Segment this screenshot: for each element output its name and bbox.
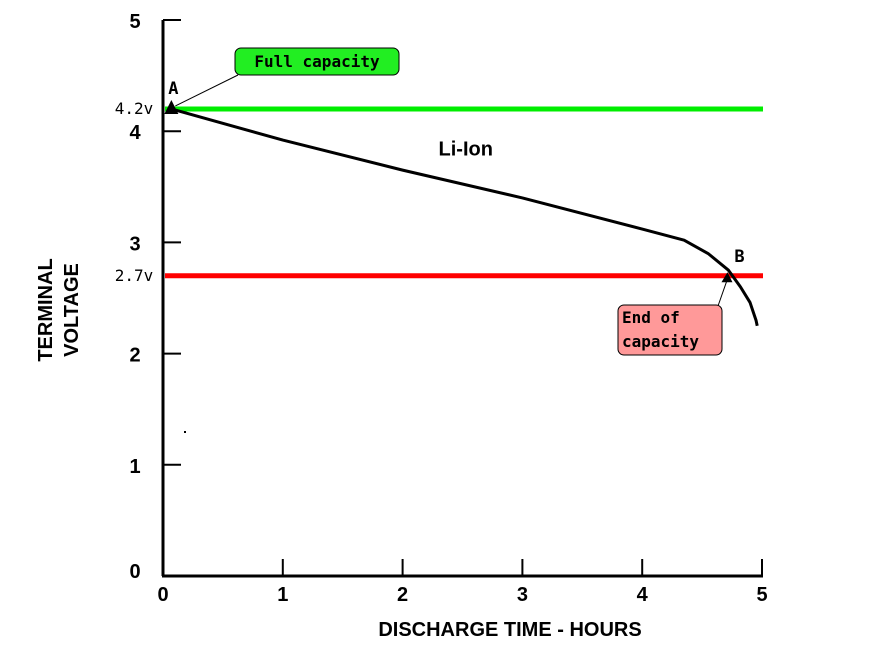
- y-tick-label: 0: [129, 561, 140, 583]
- x-tick-label: 3: [517, 584, 528, 606]
- y-tick-label: 5: [129, 11, 140, 33]
- y-tick-label: 4: [129, 122, 141, 144]
- point-b-label: B: [734, 247, 744, 267]
- x-tick-label: 5: [756, 584, 767, 606]
- end-of-capacity-callout-text: End of: [622, 308, 680, 327]
- point-a-marker-icon: [164, 99, 179, 114]
- y-tick-label: 3: [129, 233, 140, 255]
- end-of-capacity-callout-text: capacity: [622, 332, 699, 351]
- full-capacity-callout-text: Full capacity: [254, 52, 380, 71]
- y-axis-title-line2: VOLTAGE: [61, 263, 83, 357]
- x-tick-label: 2: [397, 584, 408, 606]
- x-tick-label: 4: [637, 584, 649, 606]
- x-tick-label: 0: [157, 584, 168, 606]
- callout-leader-a: [175, 74, 239, 107]
- stray-dot: [184, 431, 186, 433]
- x-axis-title: DISCHARGE TIME - HOURS: [378, 619, 641, 641]
- x-tick-label: 1: [277, 584, 288, 606]
- arrowhead-b-icon: [721, 272, 733, 283]
- reference-lines: 4.2v 2.7v: [115, 99, 763, 285]
- y-tick-label: 1: [129, 456, 140, 478]
- reference-line-label: 4.2v: [115, 99, 154, 118]
- x-ticks: 0 1 2 3 4 5: [157, 559, 768, 606]
- point-a-label: A: [168, 79, 178, 99]
- y-axis-title-line1: TERMINAL: [35, 258, 57, 361]
- reference-line-label: 2.7v: [115, 266, 154, 285]
- end-of-capacity-callout: [617, 304, 723, 356]
- annotations: A Full capacity B End of capacity: [164, 47, 745, 356]
- y-tick-label: 2: [129, 345, 140, 367]
- li-ion-curve: [170, 107, 759, 327]
- full-capacity-callout: [234, 47, 400, 76]
- y-ticks: 0 1 2 3 4 5: [129, 11, 181, 583]
- series-label: Li-Ion: [439, 139, 493, 161]
